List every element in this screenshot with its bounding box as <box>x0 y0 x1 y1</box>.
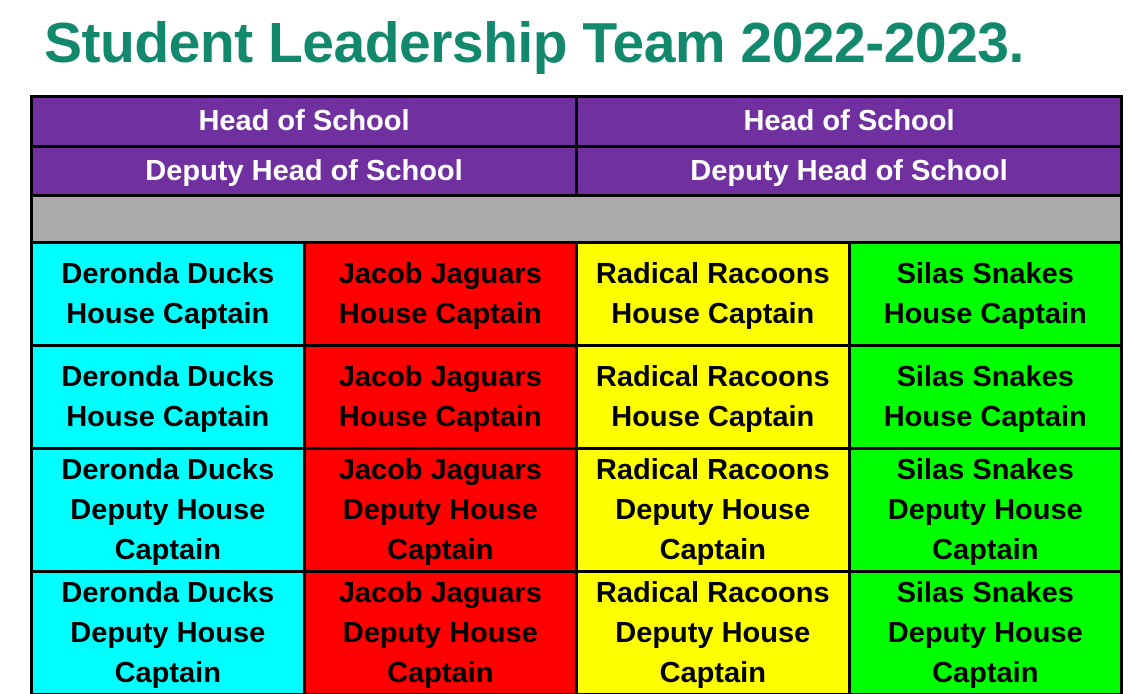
header-cell: Head of School <box>575 95 1123 148</box>
house-name: Silas Snakes <box>896 361 1074 393</box>
house-name: Deronda Ducks <box>61 258 275 290</box>
table-row: Deronda Ducks Deputy House Captain Jacob J… <box>30 447 1123 573</box>
house-cell: Silas Snakes Deputy House Captain <box>847 570 1123 694</box>
house-name: Silas Snakes <box>896 454 1074 486</box>
table-row: Deronda Ducks House Captain Jacob Jaguars H… <box>30 241 1123 347</box>
role-label: House Captain <box>338 298 542 330</box>
role-label: Deputy House Captain <box>615 617 811 689</box>
leadership-table: Head of School Head of School Deputy Head … <box>30 95 1123 694</box>
house-name: Jacob Jaguars <box>338 454 542 486</box>
header-cell: Head of School <box>30 95 578 148</box>
role-label: House Captain <box>66 401 270 433</box>
house-name: Radical Racoons <box>595 361 830 393</box>
house-name: Radical Racoons <box>595 258 830 290</box>
header-row: Head of School Head of School <box>30 95 1123 148</box>
spacer-row <box>30 194 1123 244</box>
role-label: House Captain <box>611 401 815 433</box>
role-label: Deputy House Captain <box>70 617 266 689</box>
house-cell: Radical Racoons Deputy House Captain <box>575 570 851 694</box>
role-label: Deputy House Captain <box>887 494 1083 566</box>
house-cell: Deronda Ducks House Captain <box>30 344 306 450</box>
leadership-table-body: Head of School Head of School Deputy Head … <box>30 95 1123 694</box>
house-name: Jacob Jaguars <box>338 361 542 393</box>
house-cell: Jacob Jaguars Deputy House Captain <box>302 570 578 694</box>
role-label: Deputy House Captain <box>887 617 1083 689</box>
spacer-cell <box>30 194 1123 244</box>
house-cell: Silas Snakes House Captain <box>847 344 1123 450</box>
role-label: Deputy House Captain <box>70 494 266 566</box>
house-cell: Radical Racoons Deputy House Captain <box>575 447 851 573</box>
house-cell: Deronda Ducks House Captain <box>30 241 306 347</box>
house-cell: Jacob Jaguars House Captain <box>302 344 578 450</box>
house-name: Deronda Ducks <box>61 454 275 486</box>
role-label: House Captain <box>66 298 270 330</box>
role-label: House Captain <box>883 401 1087 433</box>
table-row: Deronda Ducks Deputy House Captain Jacob J… <box>30 570 1123 694</box>
table-row: Deronda Ducks House Captain Jacob Jaguars H… <box>30 344 1123 450</box>
house-name: Jacob Jaguars <box>338 577 542 609</box>
house-cell: Silas Snakes House Captain <box>847 241 1123 347</box>
header-cell: Deputy Head of School <box>30 145 578 197</box>
house-cell: Silas Snakes Deputy House Captain <box>847 447 1123 573</box>
role-label: House Captain <box>338 401 542 433</box>
house-cell: Jacob Jaguars House Captain <box>302 241 578 347</box>
house-name: Silas Snakes <box>896 258 1074 290</box>
role-label: House Captain <box>883 298 1087 330</box>
page-title: Student Leadership Team 2022-2023. <box>44 11 1024 75</box>
role-label: Deputy House Captain <box>342 617 538 689</box>
house-name: Jacob Jaguars <box>338 258 542 290</box>
role-label: Deputy House Captain <box>615 494 811 566</box>
house-name: Radical Racoons <box>595 577 830 609</box>
house-cell: Radical Racoons House Captain <box>575 241 851 347</box>
house-name: Silas Snakes <box>896 577 1074 609</box>
house-name: Deronda Ducks <box>61 577 275 609</box>
header-row: Deputy Head of School Deputy Head of Scho… <box>30 145 1123 197</box>
role-label: Deputy House Captain <box>342 494 538 566</box>
house-cell: Radical Racoons House Captain <box>575 344 851 450</box>
house-name: Deronda Ducks <box>61 361 275 393</box>
header-cell: Deputy Head of School <box>575 145 1123 197</box>
house-cell: Deronda Ducks Deputy House Captain <box>30 447 306 573</box>
house-name: Radical Racoons <box>595 454 830 486</box>
role-label: House Captain <box>611 298 815 330</box>
house-cell: Deronda Ducks Deputy House Captain <box>30 570 306 694</box>
house-cell: Jacob Jaguars Deputy House Captain <box>302 447 578 573</box>
